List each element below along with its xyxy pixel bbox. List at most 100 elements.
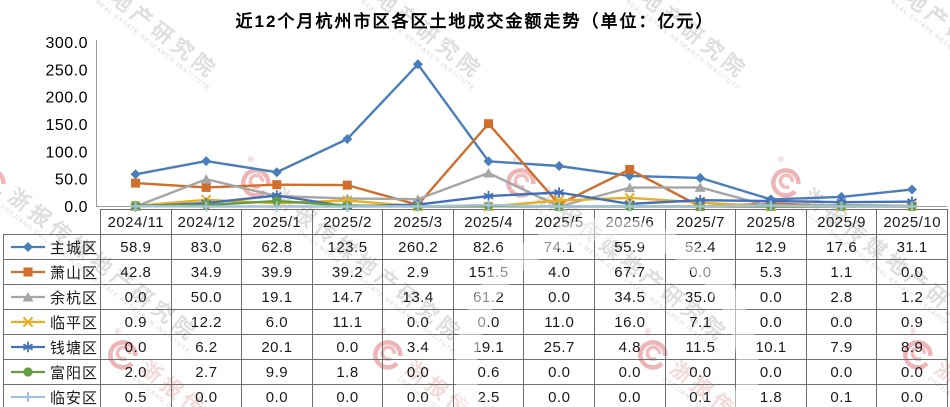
value-cell: 0.5	[100, 384, 172, 407]
value-cell: 0.0	[664, 359, 737, 385]
registered-mark: ®	[775, 153, 786, 165]
data-point-marker	[625, 165, 635, 174]
value-cell: 5.3	[735, 259, 807, 285]
value-cell: 52.4	[664, 234, 737, 260]
data-point-marker	[200, 194, 212, 206]
value-cell: 0.0	[100, 334, 172, 360]
value-cell: 55.9	[594, 234, 666, 260]
data-point-marker	[272, 180, 282, 190]
value-cell: 0.9	[876, 309, 948, 335]
month-header: 2025/3	[382, 209, 454, 235]
value-cell: 0.1	[664, 384, 737, 407]
series-name: 余杭区	[50, 289, 99, 307]
y-axis-tick-label: 200.0	[45, 90, 88, 107]
registered-mark: ®	[245, 153, 256, 165]
data-point-marker	[483, 156, 494, 167]
value-cell: 31.1	[876, 234, 948, 260]
watermark-swirl-logo-icon	[241, 168, 271, 198]
month-header: 2024/12	[170, 209, 243, 235]
value-cell: 0.0	[311, 334, 384, 360]
data-point-marker	[765, 195, 776, 207]
data-point-marker	[907, 184, 917, 195]
data-point-marker	[342, 195, 353, 206]
value-cell: 151.5	[452, 259, 525, 285]
value-cell: 20.1	[241, 334, 313, 360]
value-cell: 7.9	[805, 334, 878, 360]
data-point-marker	[271, 191, 283, 201]
legend-cell-2: 余杭区	[3, 284, 101, 310]
data-point-marker	[766, 199, 776, 209]
month-header: 2025/1	[241, 209, 313, 235]
value-cell: 39.2	[311, 259, 384, 285]
series-name: 临平区	[50, 314, 99, 332]
circle-marker-icon	[11, 367, 45, 377]
data-point-marker	[200, 174, 212, 184]
value-cell: 0.0	[876, 384, 948, 407]
value-cell: 17.6	[805, 234, 878, 260]
series-name: 富阳区	[50, 364, 99, 382]
chart-title: 近12个月杭州市区各区土地成交金额走势（单位：亿元）	[235, 12, 715, 31]
triangle-marker-icon	[11, 292, 45, 302]
value-cell: 260.2	[382, 234, 454, 260]
value-cell: 1.8	[735, 384, 807, 407]
data-point-marker	[271, 167, 282, 178]
data-point-marker	[554, 199, 564, 209]
legend-cell-6: 临安区	[3, 384, 101, 407]
value-cell: 0.0	[735, 284, 807, 310]
value-cell: 50.0	[170, 284, 243, 310]
table-row: 余杭区 0.0 50.0 19.1 14.7 13.4 61.2 0.0 34.5 35.0 0.0…	[3, 284, 948, 310]
value-cell: 67.7	[594, 259, 666, 285]
diamond-marker-icon	[11, 242, 45, 252]
value-cell: 3.4	[382, 334, 454, 360]
value-cell: 2.8	[805, 284, 878, 310]
legend-cell-4: 钱塘区	[3, 334, 101, 360]
data-point-marker	[554, 161, 565, 171]
value-cell: 7.1	[664, 309, 737, 335]
data-point-marker	[694, 182, 706, 192]
legend-cell-1: 萧山区	[3, 259, 101, 285]
value-cell: 19.1	[241, 284, 313, 310]
y-axis-tick-label: 50.0	[55, 172, 88, 189]
data-point-marker	[272, 196, 282, 206]
value-cell: 2.7	[170, 359, 243, 385]
value-cell: 0.0	[382, 359, 454, 385]
series-line-3	[134, 196, 914, 208]
value-cell: 0.0	[876, 359, 948, 385]
value-cell: 1.1	[805, 259, 878, 285]
data-point-marker	[624, 198, 635, 210]
data-point-marker	[412, 59, 423, 70]
series-line-4	[134, 191, 914, 208]
value-cell: 4.8	[594, 334, 666, 360]
value-cell: 42.8	[100, 259, 172, 285]
watermark-swirl-logo-icon	[506, 168, 536, 198]
month-header: 2025/2	[311, 209, 384, 235]
series-name: 萧山区	[50, 264, 99, 282]
value-cell: 14.7	[311, 284, 384, 310]
value-cell: 0.0	[523, 384, 596, 407]
value-cell: 83.0	[170, 234, 243, 260]
month-header: 2025/4	[452, 209, 525, 235]
table-corner-cell	[4, 210, 101, 235]
value-cell: 12.9	[735, 234, 807, 260]
value-cell: 0.9	[100, 309, 172, 335]
month-header: 2025/7	[664, 209, 737, 235]
value-cell: 82.6	[452, 234, 525, 260]
value-cell: 2.9	[382, 259, 454, 285]
value-cell: 19.1	[452, 334, 525, 360]
data-point-marker	[695, 195, 706, 206]
data-table: 2024/11 2024/12 2025/1 2025/2 2025/3 2025/4 20…	[3, 209, 948, 407]
value-cell: 1.2	[876, 284, 948, 310]
table-row: 主城区 58.9 83.0 62.8 123.5 260.2 82.6 74.1 55.9 52.…	[3, 234, 948, 260]
data-point-marker	[906, 196, 918, 207]
month-header: 2025/10	[876, 209, 948, 235]
value-cell: 8.9	[876, 334, 948, 360]
value-cell: 0.0	[382, 309, 454, 335]
value-cell: 0.0	[664, 259, 737, 285]
series-line-5	[134, 199, 914, 208]
value-cell: 13.4	[382, 284, 454, 310]
value-cell: 10.1	[735, 334, 807, 360]
value-cell: 12.2	[170, 309, 243, 335]
series-name: 主城区	[50, 239, 99, 257]
